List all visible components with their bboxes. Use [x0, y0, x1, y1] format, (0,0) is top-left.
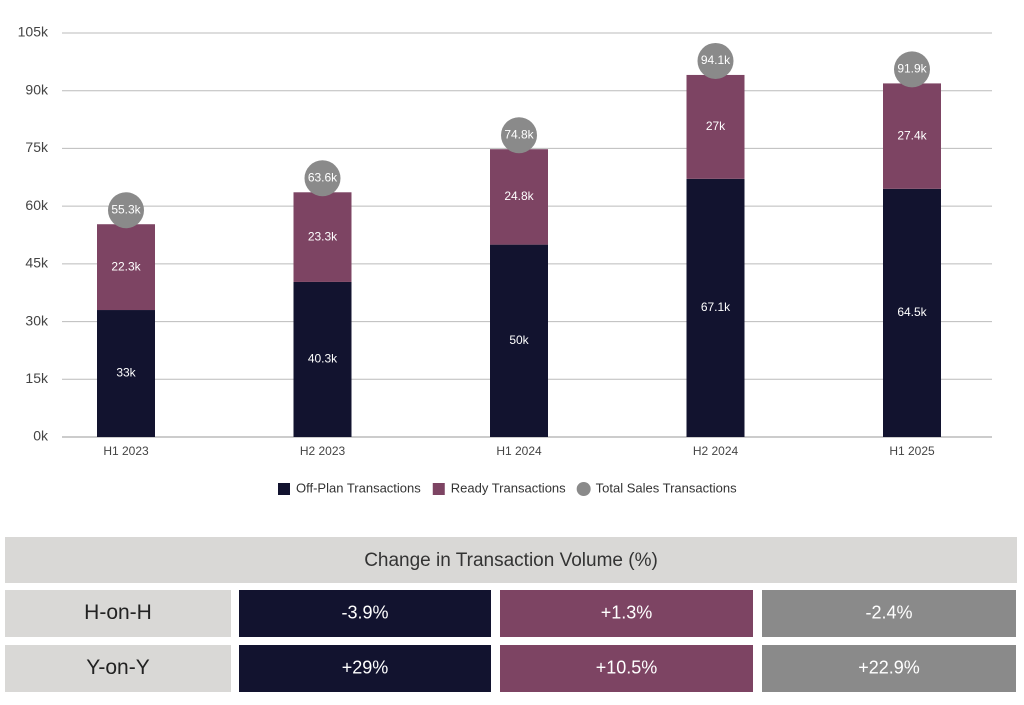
y-tick-label: 15k	[25, 370, 49, 386]
bar-label: 24.8k	[504, 189, 534, 203]
row-header: Y-on-Y	[86, 656, 149, 679]
y-tick-label: 60k	[25, 197, 49, 213]
table-value: +29%	[342, 657, 389, 677]
bar-segment	[686, 74, 745, 179]
y-tick-label: 30k	[25, 312, 49, 328]
table-title-bg	[5, 537, 1017, 583]
y-tick-label: 0k	[33, 428, 49, 444]
total-label: 74.8k	[504, 127, 534, 141]
legend-swatch	[278, 483, 290, 495]
bar-segment	[686, 178, 745, 437]
y-tick-label: 105k	[18, 24, 49, 40]
total-marker	[108, 192, 144, 229]
bar-segment	[883, 188, 941, 437]
total-label: 94.1k	[701, 53, 731, 67]
x-tick-label: H2 2023	[300, 444, 346, 458]
table-cell	[762, 590, 1016, 637]
bar-label: 33k	[116, 366, 136, 380]
bar-label: 27.4k	[897, 128, 927, 142]
table-value: +10.5%	[596, 657, 658, 677]
total-marker	[501, 117, 537, 154]
bar-label: 40.3k	[308, 352, 338, 366]
legend-swatch	[432, 483, 445, 495]
y-tick-label: 45k	[25, 255, 49, 271]
table-cell	[762, 645, 1016, 692]
total-marker	[894, 51, 930, 88]
y-tick-label: 75k	[25, 139, 49, 155]
bar-label: 23.3k	[308, 229, 338, 243]
bar-label: 22.3k	[111, 259, 141, 273]
bar-segment	[490, 244, 548, 437]
table-value: +1.3%	[601, 602, 653, 622]
table-value: -2.4%	[865, 602, 912, 622]
bar-segment	[883, 83, 941, 189]
table-cell	[500, 645, 753, 692]
bar-segment	[97, 224, 155, 311]
bar-segment	[490, 149, 548, 245]
bar-label: 50k	[509, 333, 529, 347]
legend-label: Total Sales Transactions	[596, 480, 737, 495]
bar-label: 27k	[706, 119, 726, 133]
row-header-cell	[5, 590, 231, 637]
legend-swatch	[576, 482, 591, 496]
legend-label: Off-Plan Transactions	[296, 480, 421, 495]
y-tick-label: 90k	[25, 81, 49, 97]
bar-segment	[97, 310, 155, 437]
row-header: H-on-H	[84, 601, 152, 624]
table-cell	[500, 590, 753, 637]
bar-label: 67.1k	[701, 300, 731, 314]
total-marker	[304, 160, 341, 197]
total-label: 63.6k	[308, 170, 338, 184]
bar-segment	[293, 281, 352, 437]
table-value: +22.9%	[858, 657, 920, 677]
table-cell	[239, 590, 491, 637]
table-cell	[239, 645, 491, 692]
total-label: 91.9k	[897, 62, 927, 76]
x-tick-label: H1 2024	[496, 444, 542, 458]
x-tick-label: H1 2023	[103, 444, 149, 458]
legend-label: Ready Transactions	[451, 480, 566, 495]
bar-segment	[293, 192, 352, 282]
row-header-cell	[5, 645, 231, 692]
total-label: 55.3k	[111, 202, 141, 216]
table-title: Change in Transaction Volume (%)	[364, 550, 658, 571]
total-marker	[697, 42, 734, 79]
x-tick-label: H2 2024	[693, 444, 739, 458]
table-value: -3.9%	[341, 602, 388, 622]
x-tick-label: H1 2025	[889, 444, 935, 458]
bar-label: 64.5k	[897, 305, 927, 319]
